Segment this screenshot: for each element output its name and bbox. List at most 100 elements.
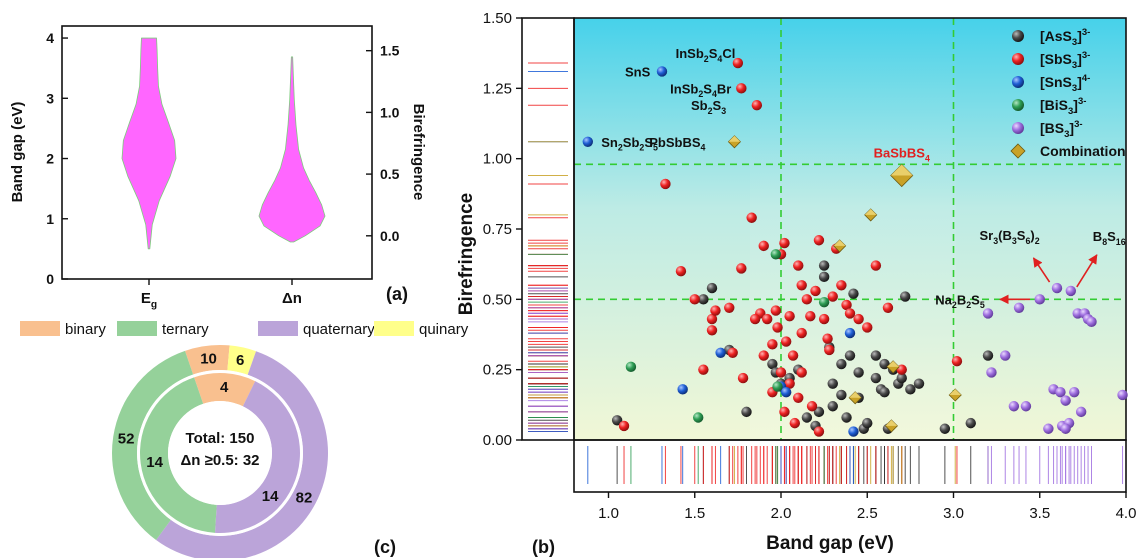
annotation-label: InSb2S4Br xyxy=(670,81,731,99)
panel-a-frame xyxy=(61,25,373,280)
left-rug-frame xyxy=(521,17,575,441)
point-sbs33- xyxy=(836,280,847,291)
panel-a-axes: 0 1 2 3 4 0.0 0.5 1.0 1.5 Eg Δn xyxy=(46,30,399,310)
point-sbs33- xyxy=(689,294,700,305)
point-sbs33- xyxy=(841,299,852,311)
point-ass33- xyxy=(853,367,864,378)
annotation-label: Sr3(B3S6)2 xyxy=(979,228,1039,246)
x-tick-label: 3.0 xyxy=(943,505,964,522)
legend-swatch-quinary xyxy=(374,321,414,336)
point-sbs33- xyxy=(827,291,838,302)
point-combination xyxy=(864,208,878,222)
donut-value-label: 6 xyxy=(236,352,244,369)
point-ass33- xyxy=(813,406,825,418)
point-bs33- xyxy=(1034,294,1045,305)
legend-swatch-ternary xyxy=(117,321,157,336)
point-sbs33- xyxy=(698,364,709,375)
a-left-tick-label: 0 xyxy=(46,271,54,287)
donut-slice-binary xyxy=(194,373,256,407)
point-sns34- xyxy=(780,386,792,398)
point-sbs33- xyxy=(796,367,807,378)
point-sns34- xyxy=(677,384,688,395)
panel-b-legend: [AsS3]3-[SbS3]3-[SnS3]4-[BiS3]3-[BS3]3- C… xyxy=(1010,27,1126,159)
y-tick-label: 0.50 xyxy=(483,291,512,308)
a-x-tick-label: Eg xyxy=(141,290,157,311)
point-combination xyxy=(890,163,914,188)
legend-marker xyxy=(1012,30,1024,42)
panel-a-y-axis-label-left: Band gap (eV) xyxy=(9,102,26,203)
panel-b-axes: 1.0 1.5 2.0 2.5 3.0 3.5 4.0 0.00 0.25 0.50 0.75 1.0… xyxy=(483,10,1137,522)
x-tick-label: 1.0 xyxy=(598,505,619,522)
point-sbs33- xyxy=(787,350,799,361)
point-sbs33- xyxy=(870,260,882,271)
point-sbs33- xyxy=(784,378,795,389)
point-sns34- xyxy=(656,66,668,77)
point-ass33- xyxy=(939,423,951,434)
annotation-label: Sb2S3 xyxy=(691,98,726,116)
point-sbs33- xyxy=(762,313,773,325)
point-sbs33- xyxy=(805,311,816,322)
legend-swatch-quaternary xyxy=(258,321,298,336)
point-sbs33- xyxy=(818,313,830,325)
point-ass33- xyxy=(862,417,873,429)
point-sbs33- xyxy=(732,57,744,69)
a-right-tick-label: 1.5 xyxy=(380,43,400,59)
donut-slice-ternary xyxy=(111,350,194,541)
birefringence-rug xyxy=(528,62,568,433)
x-tick-label: 4.0 xyxy=(1116,505,1137,522)
point-sbs33- xyxy=(775,367,787,378)
panel-c-letter: (c) xyxy=(374,537,396,557)
point-sbs33- xyxy=(706,313,718,325)
annotation-label: SnS xyxy=(625,64,651,79)
y-axis-label: Birefringence xyxy=(456,193,477,315)
donut-hole xyxy=(168,401,272,505)
legend-marker-combination xyxy=(1010,143,1026,159)
point-sbs33- xyxy=(813,235,825,246)
point-ass33- xyxy=(913,378,925,389)
point-ass33- xyxy=(841,412,852,423)
donut-slice-quinary xyxy=(227,345,257,375)
point-sbs33- xyxy=(706,325,718,336)
point-bs33- xyxy=(1008,401,1020,412)
point-sbs33- xyxy=(780,336,792,347)
point-ass33- xyxy=(698,294,709,305)
x-tick-label: 2.0 xyxy=(771,505,792,522)
point-ass33- xyxy=(879,386,890,398)
point-bis33- xyxy=(818,296,830,308)
point-ass33- xyxy=(905,384,916,395)
point-combination xyxy=(833,239,847,253)
point-sbs33- xyxy=(806,401,818,412)
donut-slice-quaternary xyxy=(156,351,328,558)
point-ass33- xyxy=(741,406,752,418)
point-sbs33- xyxy=(793,392,804,403)
point-sbs33- xyxy=(784,311,795,322)
birefringence-threshold-label: Δn ≥0.5: 32 xyxy=(180,452,259,469)
point-combination xyxy=(886,360,900,374)
point-sbs33- xyxy=(824,344,835,356)
point-sbs33- xyxy=(882,302,894,313)
point-sbs33- xyxy=(813,426,825,437)
donut-value-label: 10 xyxy=(200,351,217,368)
point-bs33- xyxy=(1000,350,1011,361)
point-sbs33- xyxy=(822,333,833,344)
point-sbs33- xyxy=(749,313,761,325)
annotation-label: B8S16 xyxy=(1093,229,1126,247)
donut-value-label: 82 xyxy=(296,489,313,506)
a-left-tick-label: 2 xyxy=(46,151,54,167)
point-sbs33- xyxy=(801,294,813,305)
point-bs33- xyxy=(1065,285,1077,297)
panel-a-y-axis-label-right: Birefringence xyxy=(410,104,427,201)
point-sbs33- xyxy=(736,83,747,94)
point-combination xyxy=(884,419,898,433)
legend-marker xyxy=(1012,99,1024,111)
point-bs33- xyxy=(1043,423,1054,434)
panel-a-violins xyxy=(121,37,326,250)
point-bis33- xyxy=(625,361,637,373)
annotation-label: PbSbBS4 xyxy=(649,135,705,153)
point-bis33- xyxy=(693,412,704,423)
a-left-tick-label: 3 xyxy=(46,90,54,106)
x-tick-label: 2.5 xyxy=(857,505,878,522)
point-ass33- xyxy=(848,288,859,299)
legend-label-ternary: ternary xyxy=(162,321,209,338)
